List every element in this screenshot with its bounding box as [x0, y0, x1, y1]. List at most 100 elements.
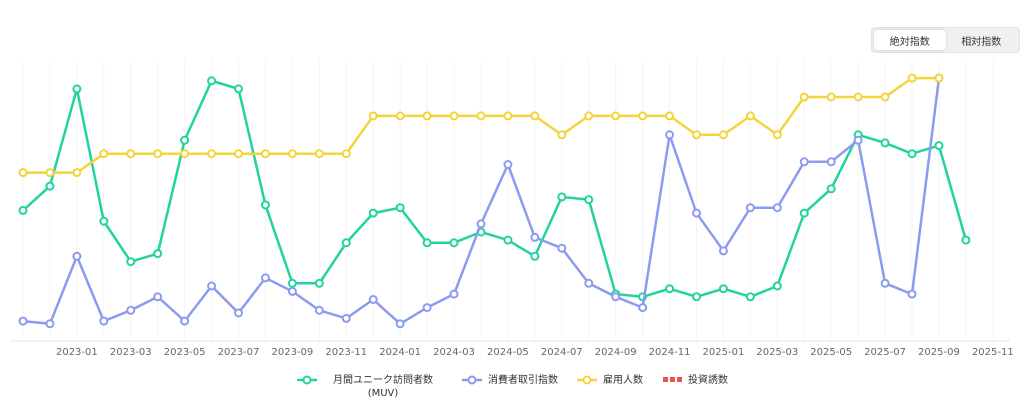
legend: 月間ユニーク訪問者数 (MUV) 消費者取引指数 雇用人数 投資誘数: [0, 374, 1024, 400]
x-tick-label: 2023-07: [218, 347, 260, 358]
point: [934, 73, 944, 83]
legend-dash: [670, 377, 675, 382]
x-tick-label: 2025-07: [864, 347, 906, 358]
point: [799, 92, 809, 102]
point: [234, 308, 244, 318]
point: [772, 130, 782, 140]
point: [880, 92, 890, 102]
point: [503, 235, 513, 245]
point: [153, 292, 163, 302]
point: [314, 305, 324, 315]
legend-label: 投資誘数: [688, 375, 728, 386]
point: [368, 208, 378, 218]
point: [961, 235, 971, 245]
point: [584, 111, 594, 121]
legend-label: 月間ユニーク訪問者数 (MUV): [333, 375, 433, 399]
legend-item[interactable]: 投資誘数: [661, 374, 728, 400]
x-tick-label: 2023-05: [164, 347, 206, 358]
point: [665, 284, 675, 294]
point: [207, 149, 217, 159]
point: [880, 278, 890, 288]
point: [692, 292, 701, 302]
point: [422, 111, 432, 121]
legend-swatch: [297, 375, 317, 385]
point: [584, 195, 594, 205]
point: [718, 246, 728, 256]
x-tick-label: 2023-11: [325, 347, 367, 358]
toggle-option[interactable]: 相対指数: [961, 36, 1002, 48]
point: [665, 130, 675, 140]
legend-item[interactable]: 雇用人数: [576, 374, 643, 400]
x-tick-label: 2024-09: [595, 347, 637, 358]
point: [180, 149, 190, 159]
point: [126, 257, 136, 267]
x-tick-label: 2025-05: [810, 347, 852, 358]
point: [422, 303, 432, 313]
point: [18, 316, 28, 326]
point: [180, 316, 190, 326]
x-tick-label: 2023-01: [56, 347, 98, 358]
point: [476, 219, 486, 229]
point: [18, 205, 28, 215]
point: [260, 273, 270, 283]
legend-label: 雇用人数: [603, 375, 643, 386]
point: [449, 238, 459, 248]
point: [234, 149, 244, 159]
point: [99, 216, 109, 226]
point: [745, 292, 755, 302]
point: [557, 243, 567, 253]
x-tick-label: 2024-07: [541, 347, 583, 358]
point: [368, 111, 378, 121]
point: [907, 149, 917, 159]
legend-dot: [302, 375, 312, 385]
point: [772, 203, 782, 213]
point: [260, 149, 270, 159]
legend-dash: [663, 377, 668, 382]
point: [503, 111, 513, 121]
toggle-option[interactable]: 絶対指数: [874, 30, 946, 50]
x-tick-label: 2025-09: [918, 347, 960, 358]
point: [234, 84, 244, 94]
index-toggle: 絶対指数 相対指数: [871, 27, 1020, 53]
point: [45, 168, 55, 178]
point: [611, 111, 621, 121]
point: [611, 292, 621, 302]
point: [934, 141, 944, 151]
legend-swatch: [462, 375, 482, 385]
point: [718, 130, 728, 140]
point: [422, 238, 432, 248]
point: [745, 111, 755, 121]
point: [153, 149, 163, 159]
point: [126, 149, 136, 159]
point: [880, 138, 890, 148]
point: [395, 111, 405, 121]
point: [503, 160, 513, 169]
point: [99, 316, 109, 326]
point: [718, 284, 728, 294]
point: [260, 200, 270, 210]
point: [72, 84, 82, 94]
point: [799, 208, 809, 218]
point: [207, 76, 217, 86]
legend-item[interactable]: 消費者取引指数: [461, 374, 558, 400]
series-line: [22, 79, 968, 299]
point: [287, 286, 297, 296]
point: [584, 278, 594, 288]
point: [180, 135, 190, 145]
point: [341, 149, 351, 159]
point: [853, 135, 863, 145]
point: [72, 251, 82, 261]
point: [476, 111, 486, 121]
point: [745, 203, 755, 213]
x-tick-label: 2025-01: [703, 347, 745, 358]
point: [638, 303, 648, 313]
point: [341, 313, 351, 323]
legend-label: 消費者取引指数: [488, 375, 558, 386]
x-tick-label: 2025-11: [972, 347, 1014, 358]
point: [287, 149, 297, 159]
point: [826, 157, 836, 167]
point: [826, 184, 836, 194]
legend-item[interactable]: 月間ユニーク訪問者数 (MUV): [296, 374, 443, 400]
